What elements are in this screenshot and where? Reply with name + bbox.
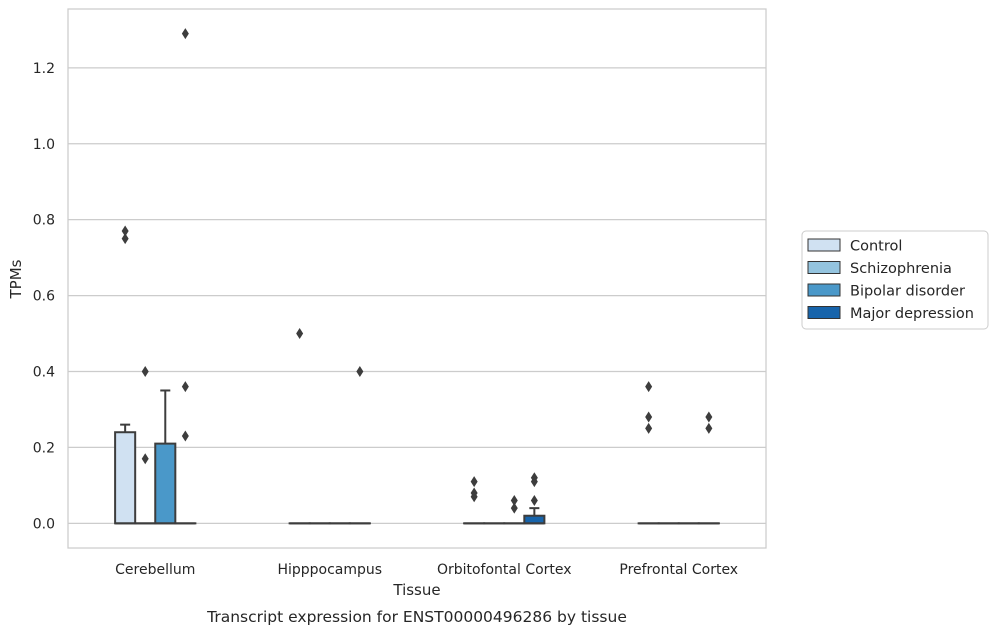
box <box>523 472 546 525</box>
x-tick-label: Hipppocampus <box>277 562 382 578</box>
y-axis: 0.0 0.2 0.4 0.6 0.8 1.0 1.2 <box>33 61 55 532</box>
box <box>134 365 157 525</box>
legend-label: Bipolar disorder <box>850 284 965 300</box>
y-tick-label: 0.4 <box>33 364 55 380</box>
box <box>174 28 197 525</box>
outlier-point <box>181 28 189 40</box>
box-body <box>154 442 177 525</box>
y-tick-label: 0.0 <box>33 516 55 532</box>
figure-caption: Transcript expression for ENST0000049628… <box>206 608 627 626</box>
box-body <box>114 431 137 525</box>
outlier-point <box>645 381 653 393</box>
outlier-point <box>121 225 129 237</box>
outlier-point <box>470 476 478 488</box>
outlier-point <box>470 487 478 499</box>
box <box>503 495 526 525</box>
boxes <box>114 28 720 525</box>
outlier-point <box>181 430 189 442</box>
plot-area-frame <box>67 8 767 549</box>
outlier-point <box>645 411 653 423</box>
legend-label: Control <box>850 239 902 255</box>
x-tick-label: Orbitofontal Cortex <box>437 562 572 578</box>
y-tick-label: 0.2 <box>33 440 55 456</box>
outlier-point <box>181 381 189 393</box>
outlier-point <box>356 365 364 377</box>
outlier-point <box>705 411 713 423</box>
x-tick-label: Cerebellum <box>115 562 195 578</box>
x-axis-label: Tissue <box>392 581 440 599</box>
box <box>154 389 177 525</box>
y-tick-label: 1.2 <box>33 61 55 77</box>
x-tick-label: Prefrontal Cortex <box>619 562 738 578</box>
y-axis-label: TPMs <box>7 259 25 299</box>
legend-frame <box>801 230 989 330</box>
outlier-point <box>705 422 713 434</box>
legend-swatch <box>807 238 841 252</box>
box <box>348 365 371 525</box>
y-tick-label: 1.0 <box>33 137 55 153</box>
grid-lines <box>68 67 766 524</box>
y-tick-label: 0.8 <box>33 213 55 229</box>
box <box>463 476 486 525</box>
outlier-point <box>530 495 538 507</box>
box <box>288 328 311 525</box>
box <box>697 411 720 525</box>
outlier-point <box>530 472 538 484</box>
outlier-point <box>296 328 304 340</box>
legend-swatch <box>807 261 841 274</box>
outlier-point <box>645 422 653 434</box>
legend-swatch <box>807 283 841 297</box>
outlier-point <box>121 233 129 245</box>
legend-label: Major depression <box>850 306 974 322</box>
outlier-point <box>141 453 149 465</box>
box-body <box>523 514 546 525</box>
legend-swatch <box>807 306 841 319</box>
legend: Control Schizophrenia Bipolar disorder Majo… <box>801 230 989 330</box>
outlier-point <box>510 495 518 507</box>
box <box>114 225 137 525</box>
outlier-point <box>510 502 518 514</box>
legend-label: Schizophrenia <box>850 261 952 277</box>
x-axis: Cerebellum Hipppocampus Orbitofontal Corte… <box>115 562 738 578</box>
y-tick-label: 0.6 <box>33 289 55 305</box>
box <box>637 381 660 525</box>
outlier-point <box>141 365 149 377</box>
